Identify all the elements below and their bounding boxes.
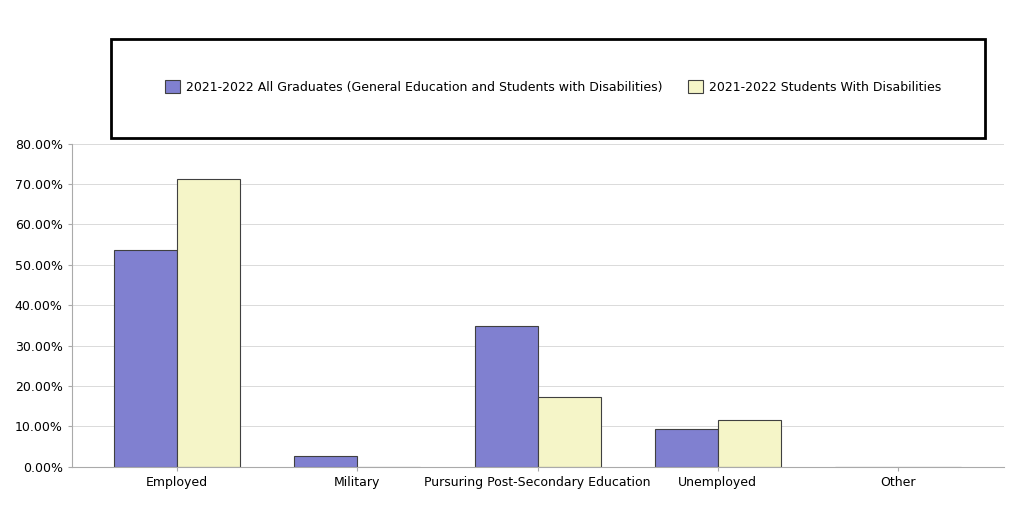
Legend: 2021-2022 All Graduates (General Education and Students with Disabilities), 2021: 2021-2022 All Graduates (General Educati…	[159, 74, 947, 100]
Bar	[474, 326, 538, 467]
Bar	[654, 429, 718, 467]
Bar	[114, 250, 177, 467]
Bar	[538, 397, 601, 467]
Bar	[718, 420, 781, 467]
Bar	[177, 179, 241, 467]
Bar	[294, 456, 357, 467]
FancyBboxPatch shape	[112, 38, 985, 138]
